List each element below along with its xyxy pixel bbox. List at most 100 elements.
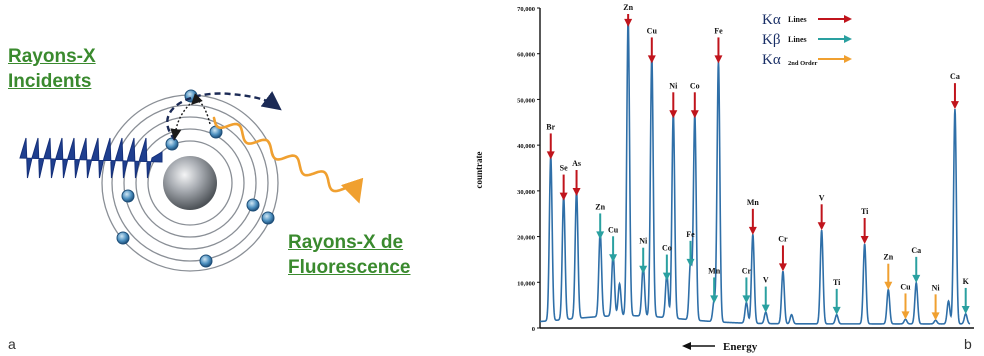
peak-annotation: Ti [860, 207, 869, 244]
peak-arrow-head [860, 236, 869, 244]
peak-annotation: Co [662, 244, 672, 281]
peak-arrow-head [832, 306, 841, 315]
nucleus [163, 156, 217, 210]
peak-label: Zn [883, 253, 893, 262]
peak-annotation: Mn [708, 266, 721, 304]
peak-annotation: Ni [931, 283, 940, 321]
peak-annotation: Cu [900, 282, 911, 320]
peak-arrow-head [647, 55, 656, 64]
peak-arrow-head [572, 188, 581, 196]
peak-label: Ni [669, 81, 678, 90]
peak-arrow-head [748, 226, 757, 235]
panel-letter-b: b [964, 336, 972, 352]
peak-annotation: Mn [747, 198, 759, 235]
transition-arrow-1 [170, 103, 191, 141]
fluorescence-xray-wave [212, 116, 364, 204]
peak-label: Cr [778, 234, 788, 243]
peak-arrow-head [710, 295, 719, 304]
peak-arrow-head [690, 110, 699, 119]
fluorescence-label-line2: Fluorescence [288, 257, 411, 278]
peak-arrow-head [931, 312, 940, 321]
peak-annotation: K [961, 277, 970, 314]
peak-label: Ti [861, 207, 869, 216]
peak-arrow-head [901, 311, 910, 320]
peak-label: V [819, 193, 825, 202]
spectrum-line [539, 18, 971, 325]
y-axis-label: countrate [474, 152, 484, 189]
peak-label: Cu [608, 225, 619, 234]
legend-item: Kβ Lines [762, 32, 852, 48]
peak-arrow-head [546, 151, 555, 160]
legend-item: Kα 2nd Order [762, 52, 852, 68]
peak-arrow-head [761, 304, 770, 313]
y-tick-label: 50,000 [517, 97, 535, 104]
peak-label: Ni [639, 237, 648, 246]
peak-label: Cr [742, 266, 752, 275]
legend-symbol: Kα [762, 12, 781, 28]
x-axis-label: Energy [723, 341, 758, 353]
peak-arrow-head [596, 231, 605, 240]
peak-annotation: As [572, 159, 581, 196]
panel-letter-a: a [8, 336, 16, 352]
peak-arrow-head [639, 265, 648, 274]
y-tick-label: 10,000 [517, 280, 535, 287]
peak-label: Cu [900, 282, 911, 291]
chart-legend: Kα Lines Kβ Lines Kα 2nd Order [762, 12, 852, 68]
peak-annotations: Br Se As Zn Cu Zn Ni Cu Co Ni Fe Co Mn Fe Cr Mn V Cr V Ti Ti… [546, 3, 970, 321]
legend-text: Lines [788, 15, 807, 24]
incident-xray-wave [19, 137, 163, 179]
peak-label: Zn [623, 3, 633, 12]
peak-label: As [572, 159, 581, 168]
peak-annotation: V [761, 276, 770, 313]
peak-annotation: Ni [639, 237, 648, 274]
peak-annotation: Zn [623, 3, 634, 27]
peak-label: V [763, 276, 769, 285]
fluorescence-label-line1: Rayons-X de [288, 232, 404, 253]
ejected-electron-path [166, 91, 282, 141]
fluorescence-xray-label: Rayons-X de Fluorescence [288, 230, 411, 280]
peak-annotation: Ca [950, 72, 960, 110]
peak-annotation: Se [559, 164, 568, 201]
peak-label: Fe [714, 26, 723, 35]
y-tick-label: 40,000 [517, 143, 535, 150]
incident-label-line1: Rayons-X [8, 46, 96, 67]
peak-arrow-head [912, 274, 921, 283]
peak-arrow-head [559, 192, 568, 201]
peak-annotation: Ca [911, 246, 921, 283]
peak-annotation: V [817, 193, 826, 231]
peak-annotation: Cr [778, 234, 788, 272]
peak-annotation: Zn [595, 202, 606, 240]
incident-label-line2: Incidents [8, 71, 92, 92]
peak-arrow-head [669, 110, 678, 119]
peak-arrow-head [686, 258, 695, 267]
x-axis-label-group: Energy [682, 341, 758, 353]
peak-label: Mn [708, 266, 721, 275]
atom-diagram [19, 89, 364, 272]
peak-annotation: Cu [647, 26, 657, 64]
peak-label: Fe [686, 230, 695, 239]
peak-arrow-head [884, 281, 893, 290]
peak-arrow-head [778, 263, 787, 272]
peak-arrow-head [624, 18, 633, 27]
legend-text: Lines [788, 35, 807, 44]
peak-label: Zn [595, 202, 605, 211]
legend-swatch-head [844, 55, 852, 63]
legend-symbol: Kβ [762, 32, 780, 48]
peak-annotation: Ni [669, 81, 678, 119]
peak-annotation: Fe [686, 230, 695, 267]
transition-arrow-2 [191, 93, 211, 125]
peak-label: Ca [950, 72, 960, 81]
peak-label: K [963, 277, 970, 286]
y-tick-label: 60,000 [517, 52, 535, 59]
legend-text: 2nd Order [788, 60, 818, 67]
peak-annotation: Br [546, 122, 556, 160]
peak-annotation: Cu [608, 225, 619, 263]
peak-arrow-head [662, 272, 671, 281]
peak-arrow-head [742, 295, 751, 304]
chart-axes [539, 8, 974, 329]
peak-arrow-head [609, 254, 618, 263]
peak-arrow-head [817, 222, 826, 231]
peak-annotation: Fe [714, 26, 723, 64]
peak-arrow-head [961, 305, 970, 314]
